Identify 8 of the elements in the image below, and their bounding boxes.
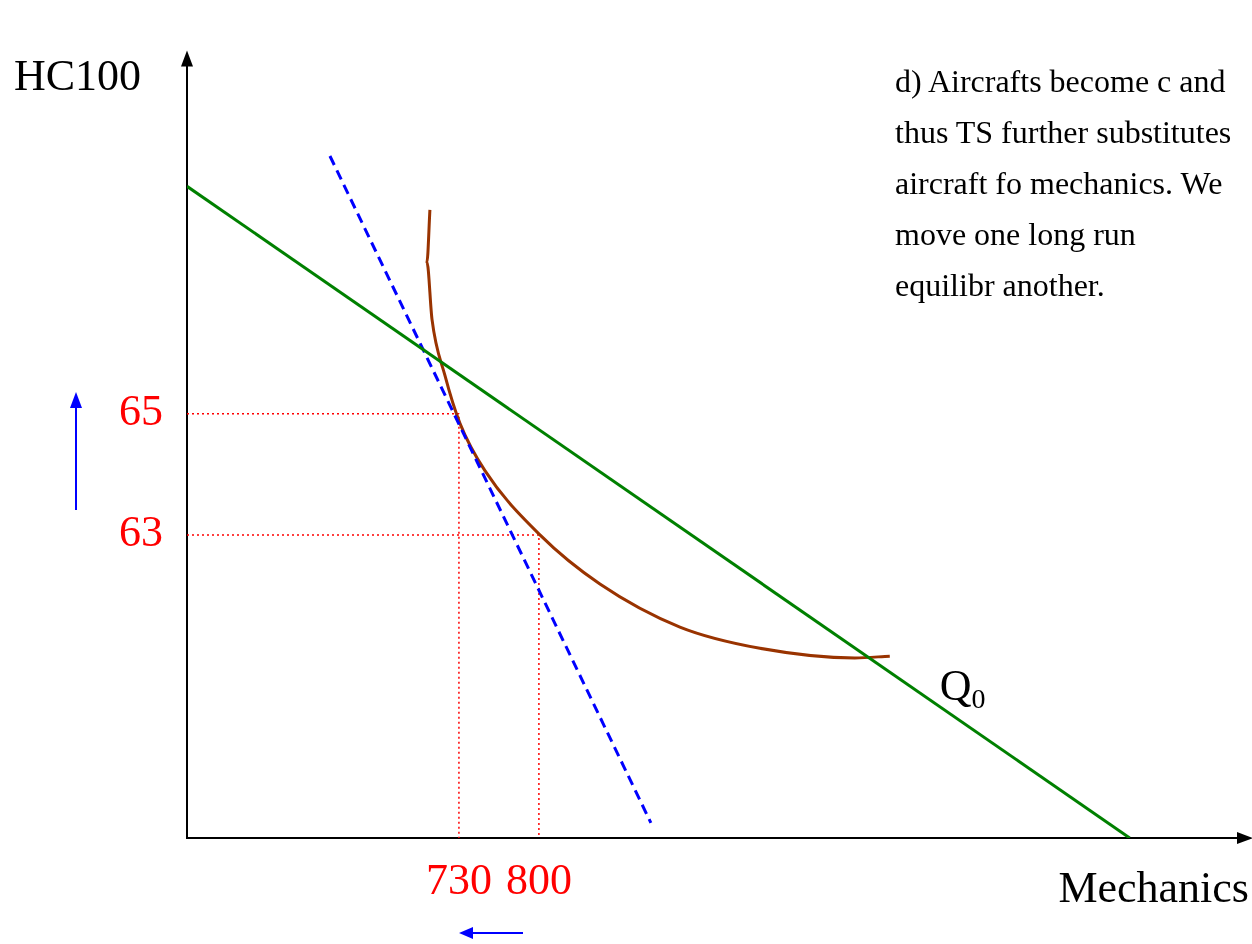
x-tick-label: 730 — [425, 854, 492, 904]
y-tick-label: 63 — [119, 507, 163, 557]
y-axis-title: HC100 — [14, 51, 142, 100]
y-tick-label: 65 — [119, 386, 163, 436]
x-axis-title: Mechanics — [1058, 863, 1249, 912]
annotation: d) Aircrafts become c and thus TS further substitutes aircraft fo mechanics. We move one long run equilibr another. — [895, 62, 1233, 305]
x-tick-label: 800 — [505, 854, 572, 904]
line-series — [425, 208, 892, 660]
